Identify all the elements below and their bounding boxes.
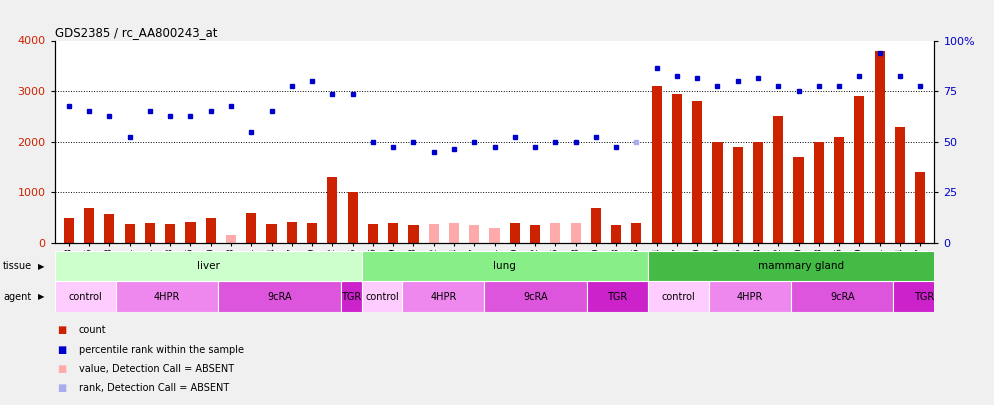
Text: 4HPR: 4HPR (154, 292, 180, 302)
Bar (692, 101, 703, 243)
Bar (186, 222, 196, 243)
Text: value, Detection Call = ABSENT: value, Detection Call = ABSENT (79, 364, 234, 374)
Bar (895, 126, 905, 243)
Bar (409, 225, 418, 243)
Text: agent: agent (3, 292, 31, 302)
Bar (652, 86, 662, 243)
Bar (145, 223, 155, 243)
Text: ▶: ▶ (38, 292, 45, 301)
Bar (64, 218, 74, 243)
Bar (116, 281, 219, 312)
Text: count: count (79, 325, 106, 335)
Text: ■: ■ (57, 345, 66, 354)
Text: control: control (365, 292, 399, 302)
Text: GDS2385 / rc_AA800243_at: GDS2385 / rc_AA800243_at (55, 26, 217, 39)
Text: 9cRA: 9cRA (830, 292, 855, 302)
Bar (104, 214, 114, 243)
Bar (894, 281, 955, 312)
Bar (752, 142, 763, 243)
Bar (327, 177, 337, 243)
Bar (854, 96, 865, 243)
Bar (791, 281, 894, 312)
Bar (648, 251, 955, 281)
Text: control: control (662, 292, 696, 302)
Bar (403, 281, 484, 312)
Text: 9cRA: 9cRA (523, 292, 548, 302)
Text: TGR: TGR (607, 292, 627, 302)
Text: ■: ■ (57, 364, 66, 374)
Text: ■: ■ (57, 384, 66, 393)
Bar (55, 251, 362, 281)
Text: rank, Detection Call = ABSENT: rank, Detection Call = ABSENT (79, 384, 229, 393)
Text: ■: ■ (57, 325, 66, 335)
Bar (611, 225, 621, 243)
Bar (165, 224, 175, 243)
Text: tissue: tissue (3, 262, 32, 271)
Bar (834, 137, 844, 243)
Text: 9cRA: 9cRA (267, 292, 292, 302)
Bar (55, 281, 116, 312)
Bar (247, 213, 256, 243)
Text: percentile rank within the sample: percentile rank within the sample (79, 345, 244, 354)
Bar (590, 207, 601, 243)
Bar (551, 223, 561, 243)
Bar (219, 281, 341, 312)
Bar (307, 223, 317, 243)
Bar (449, 223, 459, 243)
Bar (814, 142, 824, 243)
Bar (341, 281, 362, 312)
Bar (631, 223, 641, 243)
Bar (469, 225, 479, 243)
Text: ▶: ▶ (38, 262, 45, 271)
Text: TGR: TGR (914, 292, 934, 302)
Bar (571, 223, 580, 243)
Bar (362, 251, 648, 281)
Bar (672, 94, 682, 243)
Bar (206, 218, 216, 243)
Bar (510, 223, 520, 243)
Bar (710, 281, 791, 312)
Text: lung: lung (493, 261, 516, 271)
Bar (713, 142, 723, 243)
Bar (915, 172, 925, 243)
Text: control: control (69, 292, 102, 302)
Bar (875, 51, 885, 243)
Bar (266, 224, 276, 243)
Bar (733, 147, 743, 243)
Bar (773, 117, 783, 243)
Bar (362, 281, 403, 312)
Bar (124, 224, 135, 243)
Text: 4HPR: 4HPR (738, 292, 763, 302)
Bar (428, 224, 438, 243)
Bar (388, 223, 399, 243)
Text: 4HPR: 4HPR (430, 292, 456, 302)
Bar (286, 222, 297, 243)
Text: mammary gland: mammary gland (758, 261, 845, 271)
Bar (793, 157, 803, 243)
Bar (530, 225, 540, 243)
Bar (489, 228, 500, 243)
Bar (226, 235, 237, 243)
Bar (368, 224, 378, 243)
Bar (484, 281, 586, 312)
Bar (648, 281, 710, 312)
Bar (348, 192, 358, 243)
Text: liver: liver (197, 261, 220, 271)
Bar (586, 281, 648, 312)
Bar (84, 207, 94, 243)
Text: TGR: TGR (341, 292, 362, 302)
